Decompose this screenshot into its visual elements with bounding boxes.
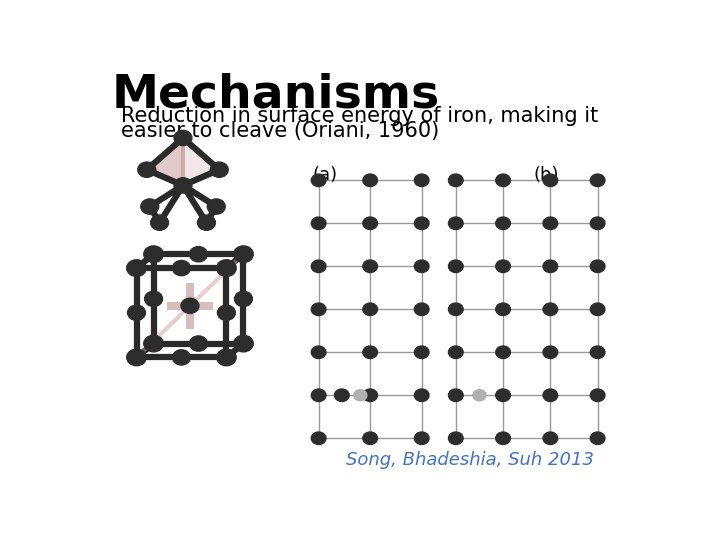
Ellipse shape [311,260,326,273]
Ellipse shape [363,217,377,230]
Ellipse shape [363,389,377,402]
Ellipse shape [217,349,236,366]
Text: easier to cleave (Oriani, 1960): easier to cleave (Oriani, 1960) [121,121,439,141]
Ellipse shape [496,260,510,273]
Ellipse shape [311,217,326,230]
Ellipse shape [311,346,326,359]
Ellipse shape [415,389,429,402]
Ellipse shape [415,432,429,444]
Polygon shape [167,302,213,309]
Ellipse shape [210,162,228,177]
Polygon shape [183,138,219,185]
Ellipse shape [449,432,463,444]
Polygon shape [147,138,183,185]
Ellipse shape [415,217,429,230]
Ellipse shape [543,346,558,359]
Text: Song, Bhadeshia, Suh 2013: Song, Bhadeshia, Suh 2013 [346,451,594,469]
Ellipse shape [173,260,190,276]
Ellipse shape [449,260,463,273]
Ellipse shape [590,217,605,230]
Ellipse shape [363,174,377,186]
Ellipse shape [150,215,168,230]
Ellipse shape [415,260,429,273]
Ellipse shape [127,349,146,366]
Ellipse shape [145,291,163,307]
Ellipse shape [138,162,156,177]
Ellipse shape [181,298,199,313]
Ellipse shape [197,215,215,230]
Ellipse shape [311,389,326,402]
Polygon shape [186,283,194,329]
Text: Mechanisms: Mechanisms [112,72,440,118]
Ellipse shape [543,174,558,186]
Ellipse shape [174,178,192,193]
Ellipse shape [415,303,429,315]
Ellipse shape [449,174,463,186]
Ellipse shape [590,174,605,186]
Ellipse shape [354,390,367,401]
Ellipse shape [496,346,510,359]
Ellipse shape [496,389,510,402]
Ellipse shape [311,303,326,315]
Ellipse shape [173,350,190,365]
Ellipse shape [496,174,510,186]
Ellipse shape [449,303,463,315]
Ellipse shape [217,305,235,320]
Ellipse shape [235,291,253,307]
Ellipse shape [473,390,486,401]
Ellipse shape [590,432,605,444]
Ellipse shape [496,217,510,230]
Ellipse shape [543,432,558,444]
Ellipse shape [234,246,253,262]
Ellipse shape [335,389,349,402]
Ellipse shape [496,432,510,444]
Ellipse shape [189,247,207,262]
Ellipse shape [311,432,326,444]
Ellipse shape [363,260,377,273]
Ellipse shape [311,174,326,186]
Ellipse shape [543,217,558,230]
Ellipse shape [363,432,377,444]
Ellipse shape [127,260,146,276]
Ellipse shape [174,130,192,146]
Ellipse shape [590,260,605,273]
Ellipse shape [543,260,558,273]
Text: (b): (b) [534,166,559,185]
Ellipse shape [217,260,236,276]
Ellipse shape [144,246,163,262]
Ellipse shape [543,389,558,402]
Ellipse shape [590,389,605,402]
Ellipse shape [590,346,605,359]
Ellipse shape [141,199,158,214]
Ellipse shape [590,303,605,315]
Ellipse shape [127,305,145,320]
Ellipse shape [496,303,510,315]
Ellipse shape [449,346,463,359]
Ellipse shape [363,346,377,359]
Ellipse shape [363,303,377,315]
Ellipse shape [449,389,463,402]
Ellipse shape [543,303,558,315]
Ellipse shape [144,335,163,352]
Ellipse shape [449,217,463,230]
Text: Reduction in surface energy of iron, making it: Reduction in surface energy of iron, mak… [121,106,598,126]
Ellipse shape [415,346,429,359]
Text: (a): (a) [312,166,338,185]
Ellipse shape [415,174,429,186]
Ellipse shape [207,199,225,214]
Ellipse shape [234,335,253,352]
Ellipse shape [189,336,207,351]
